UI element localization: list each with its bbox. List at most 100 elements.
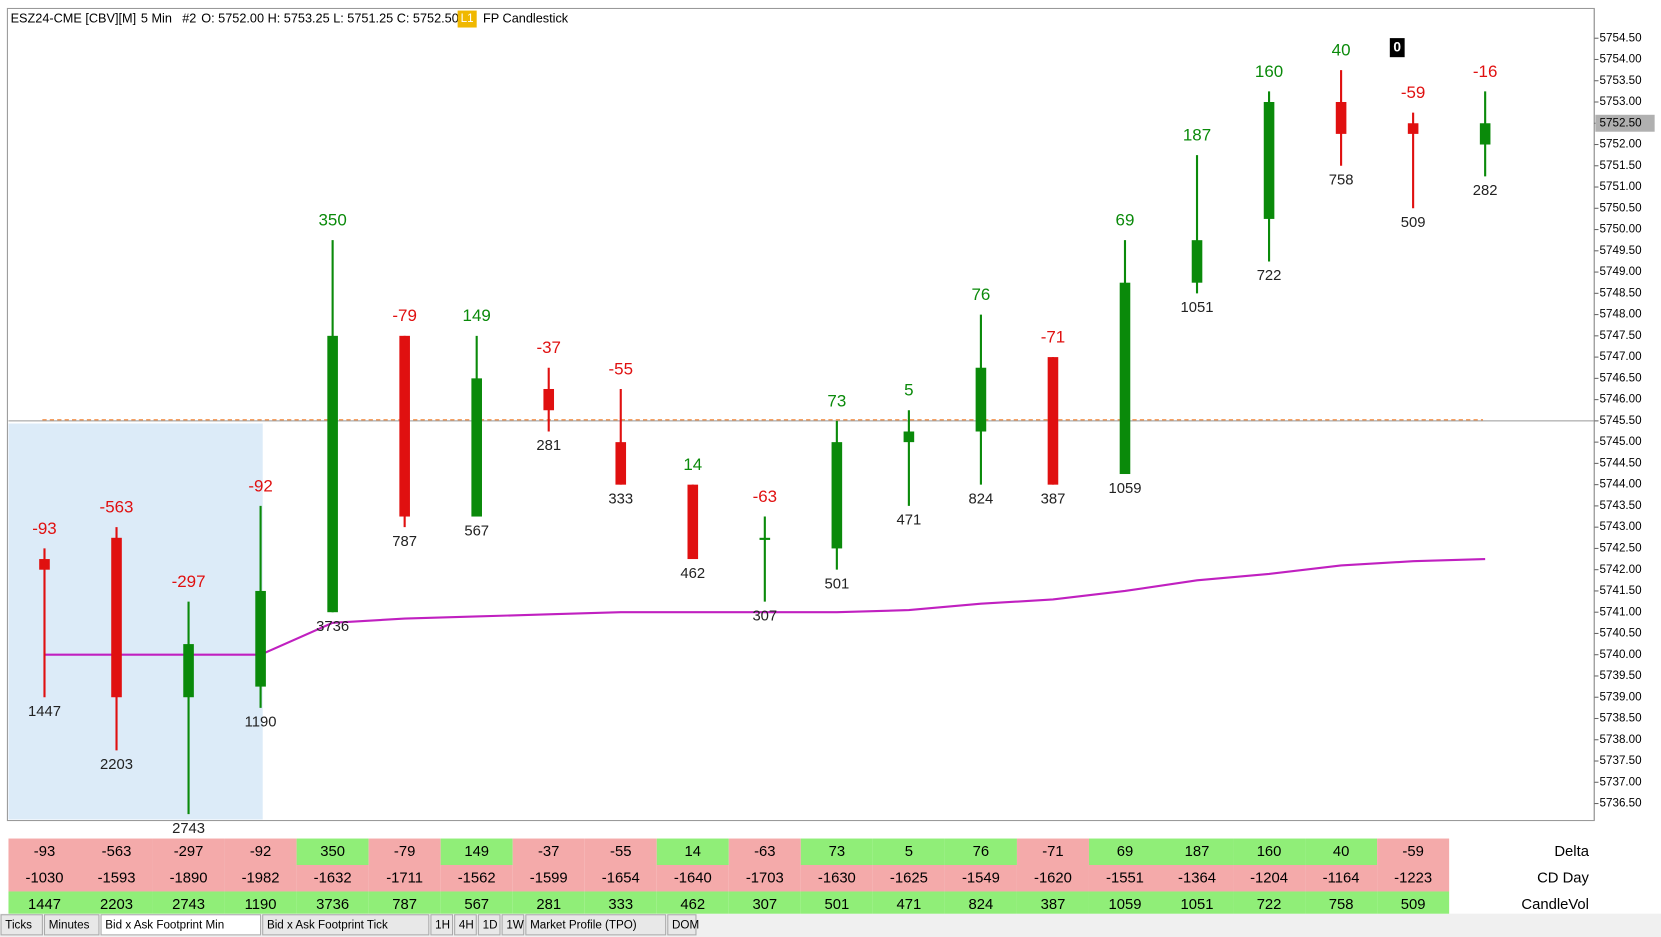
delta-cell [1016,838,1089,866]
y-tick-label: 5739.50 [1600,669,1643,682]
vol-cell-text: 824 [969,897,994,913]
cd-cell [440,865,513,892]
y-tick-label: 5751.00 [1600,180,1643,193]
delta-cell-text: -59 [1402,844,1423,860]
delta-cell [224,838,297,866]
delta-cell-text: -563 [102,844,132,860]
interval: 5 Min [141,11,172,25]
volume-label: 722 [1257,268,1282,284]
y-tick-label: 5744.50 [1600,456,1643,469]
volume-label: 462 [680,566,705,582]
volume-label: 1190 [245,715,277,731]
y-tick-label: 5736.50 [1600,797,1643,810]
delta-label: 40 [1332,41,1351,60]
cd-cell [224,865,297,892]
volume-label: 282 [1473,183,1498,199]
y-tick-label: 5744.00 [1600,478,1643,491]
y-tick-label: 5746.00 [1600,393,1643,406]
delta-label: 5 [904,381,913,400]
y-tick-label: 5748.00 [1600,308,1643,321]
candle-body [1263,101,1275,219]
tab[interactable] [501,914,525,936]
y-tick-label: 5741.00 [1600,605,1643,618]
candle-body [831,442,843,549]
tab-label[interactable]: Bid x Ask Footprint Tick [267,918,388,931]
tab-label[interactable]: Bid x Ask Footprint Min [105,918,224,931]
plot-frame [6,7,1595,822]
candle-body [39,559,50,570]
candle-body [111,537,122,698]
tab-label[interactable]: DOM [672,918,699,931]
candle-body [1119,282,1131,475]
cd-cell [584,865,657,892]
tab[interactable] [430,914,454,936]
table-label: CandleVol [1521,897,1589,913]
delta-label: -92 [248,476,272,495]
vol-cell-text: 333 [608,897,633,913]
cd-cell [1016,865,1089,892]
y-tick-label: 5750.00 [1600,223,1643,236]
delta-label: -37 [536,338,560,357]
vol-cell [944,891,1017,914]
bar-number: #2 [182,11,196,25]
tab-label[interactable]: Minutes [49,918,90,931]
cd-cell [656,865,729,892]
y-tick-label: 5738.50 [1600,712,1643,725]
vol-cell-text: 307 [752,897,777,913]
volume-label: 824 [969,491,994,507]
vol-cell [1088,891,1162,914]
delta-cell-text: -79 [394,844,415,860]
vol-cell [1233,891,1306,914]
delta-cell [584,838,657,866]
vol-cell-text: 2203 [100,897,133,913]
delta-label: -71 [1041,328,1065,347]
tab-label[interactable]: 1W [506,918,523,931]
delta-cell-text: -92 [250,844,271,860]
delta-cell [1088,838,1162,866]
vol-cell-text: 1447 [28,897,61,913]
cd-cell [872,865,945,892]
vol-cell-text: 722 [1257,897,1282,913]
candle-body [1479,123,1491,145]
tab[interactable] [43,914,100,936]
tab[interactable] [454,914,477,936]
tab[interactable] [100,914,262,936]
y-tick-label: 5751.50 [1600,159,1643,172]
delta-label: 76 [971,285,990,304]
y-tick-label: 5752.00 [1600,138,1643,151]
cd-cell [1161,865,1234,892]
tab-label[interactable]: Market Profile (TPO) [530,918,637,931]
y-tick-label: 5742.50 [1600,542,1643,555]
vol-cell-text: 462 [680,897,705,913]
cd-cell [512,865,585,892]
volume-label: 787 [392,534,417,550]
delta-label: 69 [1116,211,1135,230]
tab-label[interactable]: 4H [459,918,474,931]
tab-label[interactable]: 1D [483,918,498,931]
delta-label: -93 [32,519,56,538]
tab[interactable] [262,914,430,936]
delta-cell [512,838,585,866]
volume-label: 333 [608,491,633,507]
candle-body [183,644,194,698]
delta-cell-text: 76 [973,844,989,860]
vol-cell-text: 501 [824,897,849,913]
delta-cell [1305,838,1378,866]
candle-body [543,388,555,411]
vol-cell-text: 1051 [1181,897,1214,913]
tab[interactable] [525,914,667,936]
tab[interactable] [477,914,501,936]
tab-label[interactable]: 1H [435,918,450,931]
candle-body [327,335,338,613]
y-tick-label: 5754.00 [1600,53,1643,66]
volume-label: 307 [752,608,777,624]
tab[interactable] [667,914,697,936]
badge: L1 [461,12,474,25]
volume-label: 387 [1041,491,1066,507]
tab[interactable] [0,914,43,936]
delta-cell [1233,838,1306,866]
candle-body [759,537,771,540]
y-tick-label: 5738.00 [1600,733,1643,746]
tab-label[interactable]: Ticks [5,918,32,931]
delta-cell [944,838,1017,866]
